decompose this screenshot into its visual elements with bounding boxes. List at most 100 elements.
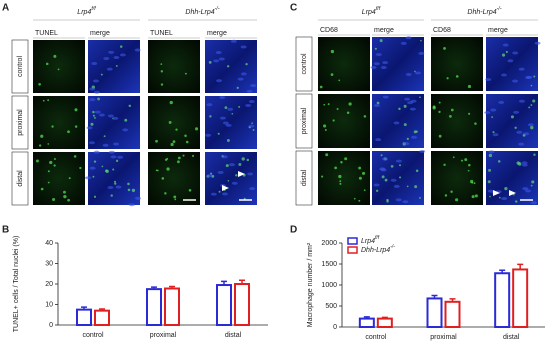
stain-dot bbox=[488, 168, 491, 172]
stain-dot bbox=[444, 194, 448, 197]
stain-dot bbox=[452, 156, 455, 159]
stain-dot bbox=[226, 139, 230, 142]
nucleus bbox=[419, 149, 426, 153]
stain-dot bbox=[339, 182, 342, 185]
micrograph bbox=[33, 152, 85, 205]
micrograph bbox=[88, 40, 140, 93]
nucleus bbox=[375, 53, 382, 57]
nucleus bbox=[374, 103, 381, 107]
nucleus bbox=[488, 150, 495, 154]
error-bar bbox=[431, 294, 438, 299]
stain-dot bbox=[358, 166, 362, 170]
stain-dot bbox=[379, 39, 383, 43]
nucleus bbox=[501, 197, 508, 201]
error-bar bbox=[169, 285, 175, 289]
nucleus bbox=[512, 51, 519, 55]
stain-dot bbox=[47, 143, 50, 145]
nucleus bbox=[213, 59, 220, 63]
stain-dot bbox=[47, 99, 50, 102]
stain-dot bbox=[184, 72, 187, 75]
stain-dot bbox=[40, 134, 44, 138]
nucleus bbox=[119, 53, 126, 57]
stain-dot bbox=[514, 126, 517, 129]
stain-dot bbox=[63, 195, 67, 199]
stain-dot bbox=[386, 200, 389, 203]
stain-dot bbox=[455, 75, 459, 78]
stain-dot bbox=[398, 164, 402, 167]
stain-dot bbox=[252, 129, 255, 131]
nucleus bbox=[521, 161, 528, 165]
stain-dot bbox=[468, 112, 471, 115]
stain-dot bbox=[468, 163, 471, 167]
nucleus bbox=[248, 100, 255, 104]
nucleus bbox=[222, 121, 229, 125]
stain-dot bbox=[36, 159, 39, 163]
legend-label: Dhh-Lrp4-/- bbox=[361, 244, 395, 254]
stain-dot bbox=[470, 179, 474, 184]
nucleus bbox=[206, 103, 213, 107]
micrograph bbox=[205, 40, 257, 93]
stain-dot bbox=[474, 194, 478, 198]
error-bar bbox=[81, 306, 87, 310]
stain-dot bbox=[45, 62, 49, 66]
y-axis-label: TUNEL+ cells / Total nuclei (%) bbox=[13, 236, 20, 333]
bar bbox=[494, 272, 511, 328]
nucleus bbox=[206, 174, 213, 178]
bar bbox=[444, 300, 461, 328]
genotype-sup: -/- bbox=[497, 6, 502, 12]
stain-dot bbox=[185, 140, 189, 144]
bar bbox=[376, 317, 393, 329]
legend-name: Dhh-Lrp4 bbox=[361, 247, 390, 254]
stain-dot bbox=[420, 39, 422, 42]
nucleus bbox=[210, 192, 217, 196]
error-bar bbox=[99, 308, 105, 311]
stain-dot bbox=[238, 163, 242, 166]
stain-dot bbox=[518, 162, 522, 166]
stain-dot bbox=[38, 144, 42, 147]
nucleus bbox=[134, 196, 141, 200]
y-tick-label: 0 bbox=[49, 322, 53, 329]
stain-dot bbox=[74, 108, 78, 112]
stain-dot bbox=[127, 188, 131, 192]
nucleus bbox=[89, 141, 96, 145]
stain-dot bbox=[340, 161, 343, 164]
y-tick-label: 2000 bbox=[321, 240, 337, 247]
nucleus bbox=[525, 189, 532, 193]
stain-dot bbox=[376, 101, 380, 105]
stain-dot bbox=[510, 115, 514, 119]
stain-dot bbox=[47, 181, 50, 184]
stain-dot bbox=[172, 140, 176, 144]
nucleus bbox=[381, 157, 388, 161]
nucleus bbox=[249, 187, 256, 191]
stain-dot bbox=[491, 116, 494, 119]
nucleus bbox=[94, 110, 101, 114]
stain-dot bbox=[455, 198, 459, 202]
nucleus bbox=[113, 56, 120, 60]
stain-dot bbox=[225, 164, 229, 168]
nucleus bbox=[229, 163, 236, 167]
error-bar bbox=[363, 316, 370, 319]
column-label: TUNEL bbox=[35, 30, 58, 37]
stain-dot bbox=[450, 108, 454, 112]
micrograph bbox=[33, 40, 85, 93]
stain-dot bbox=[336, 108, 339, 111]
stain-dot bbox=[51, 125, 54, 128]
stain-dot bbox=[450, 190, 453, 193]
stain-dot bbox=[227, 180, 230, 182]
nucleus bbox=[237, 77, 244, 81]
nucleus bbox=[393, 184, 400, 188]
nucleus bbox=[107, 114, 114, 118]
stain-dot bbox=[79, 166, 82, 170]
micrograph bbox=[88, 96, 140, 149]
stain-dot bbox=[63, 190, 66, 194]
stain-dot bbox=[67, 130, 70, 134]
row-label-box bbox=[295, 150, 313, 206]
nucleus bbox=[507, 59, 514, 63]
stain-dot bbox=[515, 200, 518, 203]
nucleus bbox=[490, 108, 497, 112]
row-label: proximal bbox=[301, 107, 308, 134]
y-tick-label: 1500 bbox=[321, 261, 337, 268]
nucleus bbox=[382, 61, 389, 65]
stain-dot bbox=[174, 198, 177, 201]
stain-dot bbox=[533, 153, 536, 156]
